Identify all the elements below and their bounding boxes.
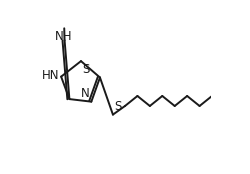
Text: S: S: [82, 63, 90, 76]
Text: S: S: [114, 100, 121, 113]
Text: NH: NH: [55, 30, 73, 43]
Text: N: N: [81, 87, 90, 100]
Text: HN: HN: [42, 69, 59, 82]
